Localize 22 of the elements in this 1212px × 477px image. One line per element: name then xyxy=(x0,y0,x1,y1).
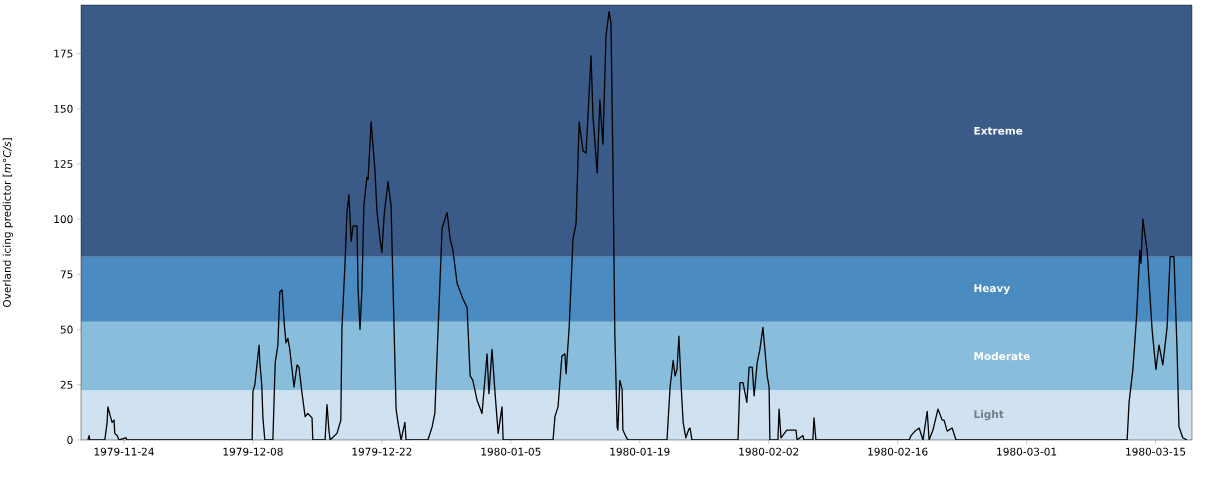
y-tick-label: 0 xyxy=(67,436,73,444)
x-tick-label: 1980-02-16 xyxy=(868,447,928,456)
x-tick-label: 1980-01-05 xyxy=(481,447,541,456)
x-tick-label: 1980-03-15 xyxy=(1126,447,1186,456)
band-label: Moderate xyxy=(974,352,1030,361)
band-label: Light xyxy=(974,410,1004,421)
y-tick-label: 75 xyxy=(60,270,73,279)
x-tick-label: 1979-12-08 xyxy=(223,447,283,456)
y-tick-label: 25 xyxy=(60,380,73,389)
band-label: Heavy xyxy=(974,284,1010,295)
x-tick-label: 1979-12-22 xyxy=(352,447,412,456)
y-tick-label: 125 xyxy=(54,160,73,168)
x-tick-label: 1980-02-02 xyxy=(739,447,799,456)
x-tick-label: 1979-11-24 xyxy=(94,447,154,456)
x-tick-label: 1980-01-19 xyxy=(610,447,670,456)
y-tick-label: 100 xyxy=(54,215,73,224)
x-tick-label: 1980-03-01 xyxy=(997,447,1057,456)
y-tick-label: 50 xyxy=(60,325,73,334)
y-tick-label: 175 xyxy=(54,49,73,58)
y-tick-label: 150 xyxy=(54,104,73,113)
y-axis-title: Overland icing predictor [m°C/s] xyxy=(2,138,13,308)
band-label: Extreme xyxy=(974,126,1023,135)
